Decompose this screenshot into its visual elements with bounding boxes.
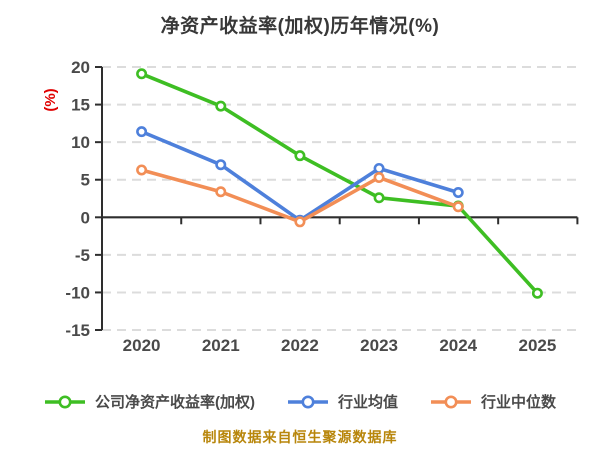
- y-tick-label: -15: [65, 321, 90, 340]
- chart-title: 净资产收益率(加权)历年情况(%): [160, 16, 440, 37]
- legend-label-company-roe: 公司净资产收益率(加权): [94, 394, 255, 411]
- series-1-data-point: [215, 159, 227, 171]
- series-2-data-point: [452, 201, 464, 213]
- y-tick-label: 0: [81, 208, 90, 227]
- y-tick-label: 15: [71, 96, 90, 115]
- series-2-data-point: [215, 186, 227, 198]
- y-tick-label: -5: [75, 246, 90, 265]
- legend-line-marker-icon: [44, 395, 85, 408]
- legend-label-industry-mean: 行业均值: [337, 394, 398, 411]
- legend-item-industry-median: 行业中位数: [430, 391, 556, 412]
- series-1-data-point: [373, 162, 385, 174]
- x-tick-label: 2024: [439, 336, 477, 355]
- series-2-data-point: [136, 164, 148, 176]
- legend: 公司净资产收益率(加权) 行业均值 行业中位数: [0, 391, 600, 412]
- series-0-data-point: [136, 68, 148, 80]
- x-tick-label: 2022: [281, 336, 319, 355]
- legend-label-industry-median: 行业中位数: [481, 394, 557, 411]
- legend-item-industry-mean: 行业均值: [287, 391, 398, 412]
- legend-item-company-roe: 公司净资产收益率(加权): [44, 391, 255, 412]
- series-2-data-point: [294, 216, 306, 228]
- series-1-data-point: [136, 126, 148, 138]
- y-tick-label: -10: [65, 283, 90, 302]
- series-0-data-point: [294, 150, 306, 162]
- series-line-0: [139, 71, 540, 295]
- y-tick-label: 20: [71, 58, 90, 77]
- x-tick-label: 2023: [360, 336, 398, 355]
- series-1-data-point: [452, 187, 464, 199]
- legend-line-marker-icon: [287, 395, 328, 408]
- x-tick-label: 2025: [518, 336, 556, 355]
- series-2-data-point: [373, 171, 385, 183]
- x-tick-label: 2020: [123, 336, 161, 355]
- data-source-caption: 制图数据来自恒生聚源数据库: [202, 429, 398, 445]
- legend-line-marker-icon: [431, 395, 471, 408]
- series-0-data-point: [373, 192, 385, 204]
- series-line-1: [139, 129, 461, 223]
- x-tick-label: 2021: [202, 336, 240, 355]
- y-tick-label: 10: [71, 133, 90, 152]
- series-0-data-point: [215, 100, 227, 112]
- series-0-data-point: [531, 287, 543, 299]
- y-tick-label: 5: [81, 171, 90, 190]
